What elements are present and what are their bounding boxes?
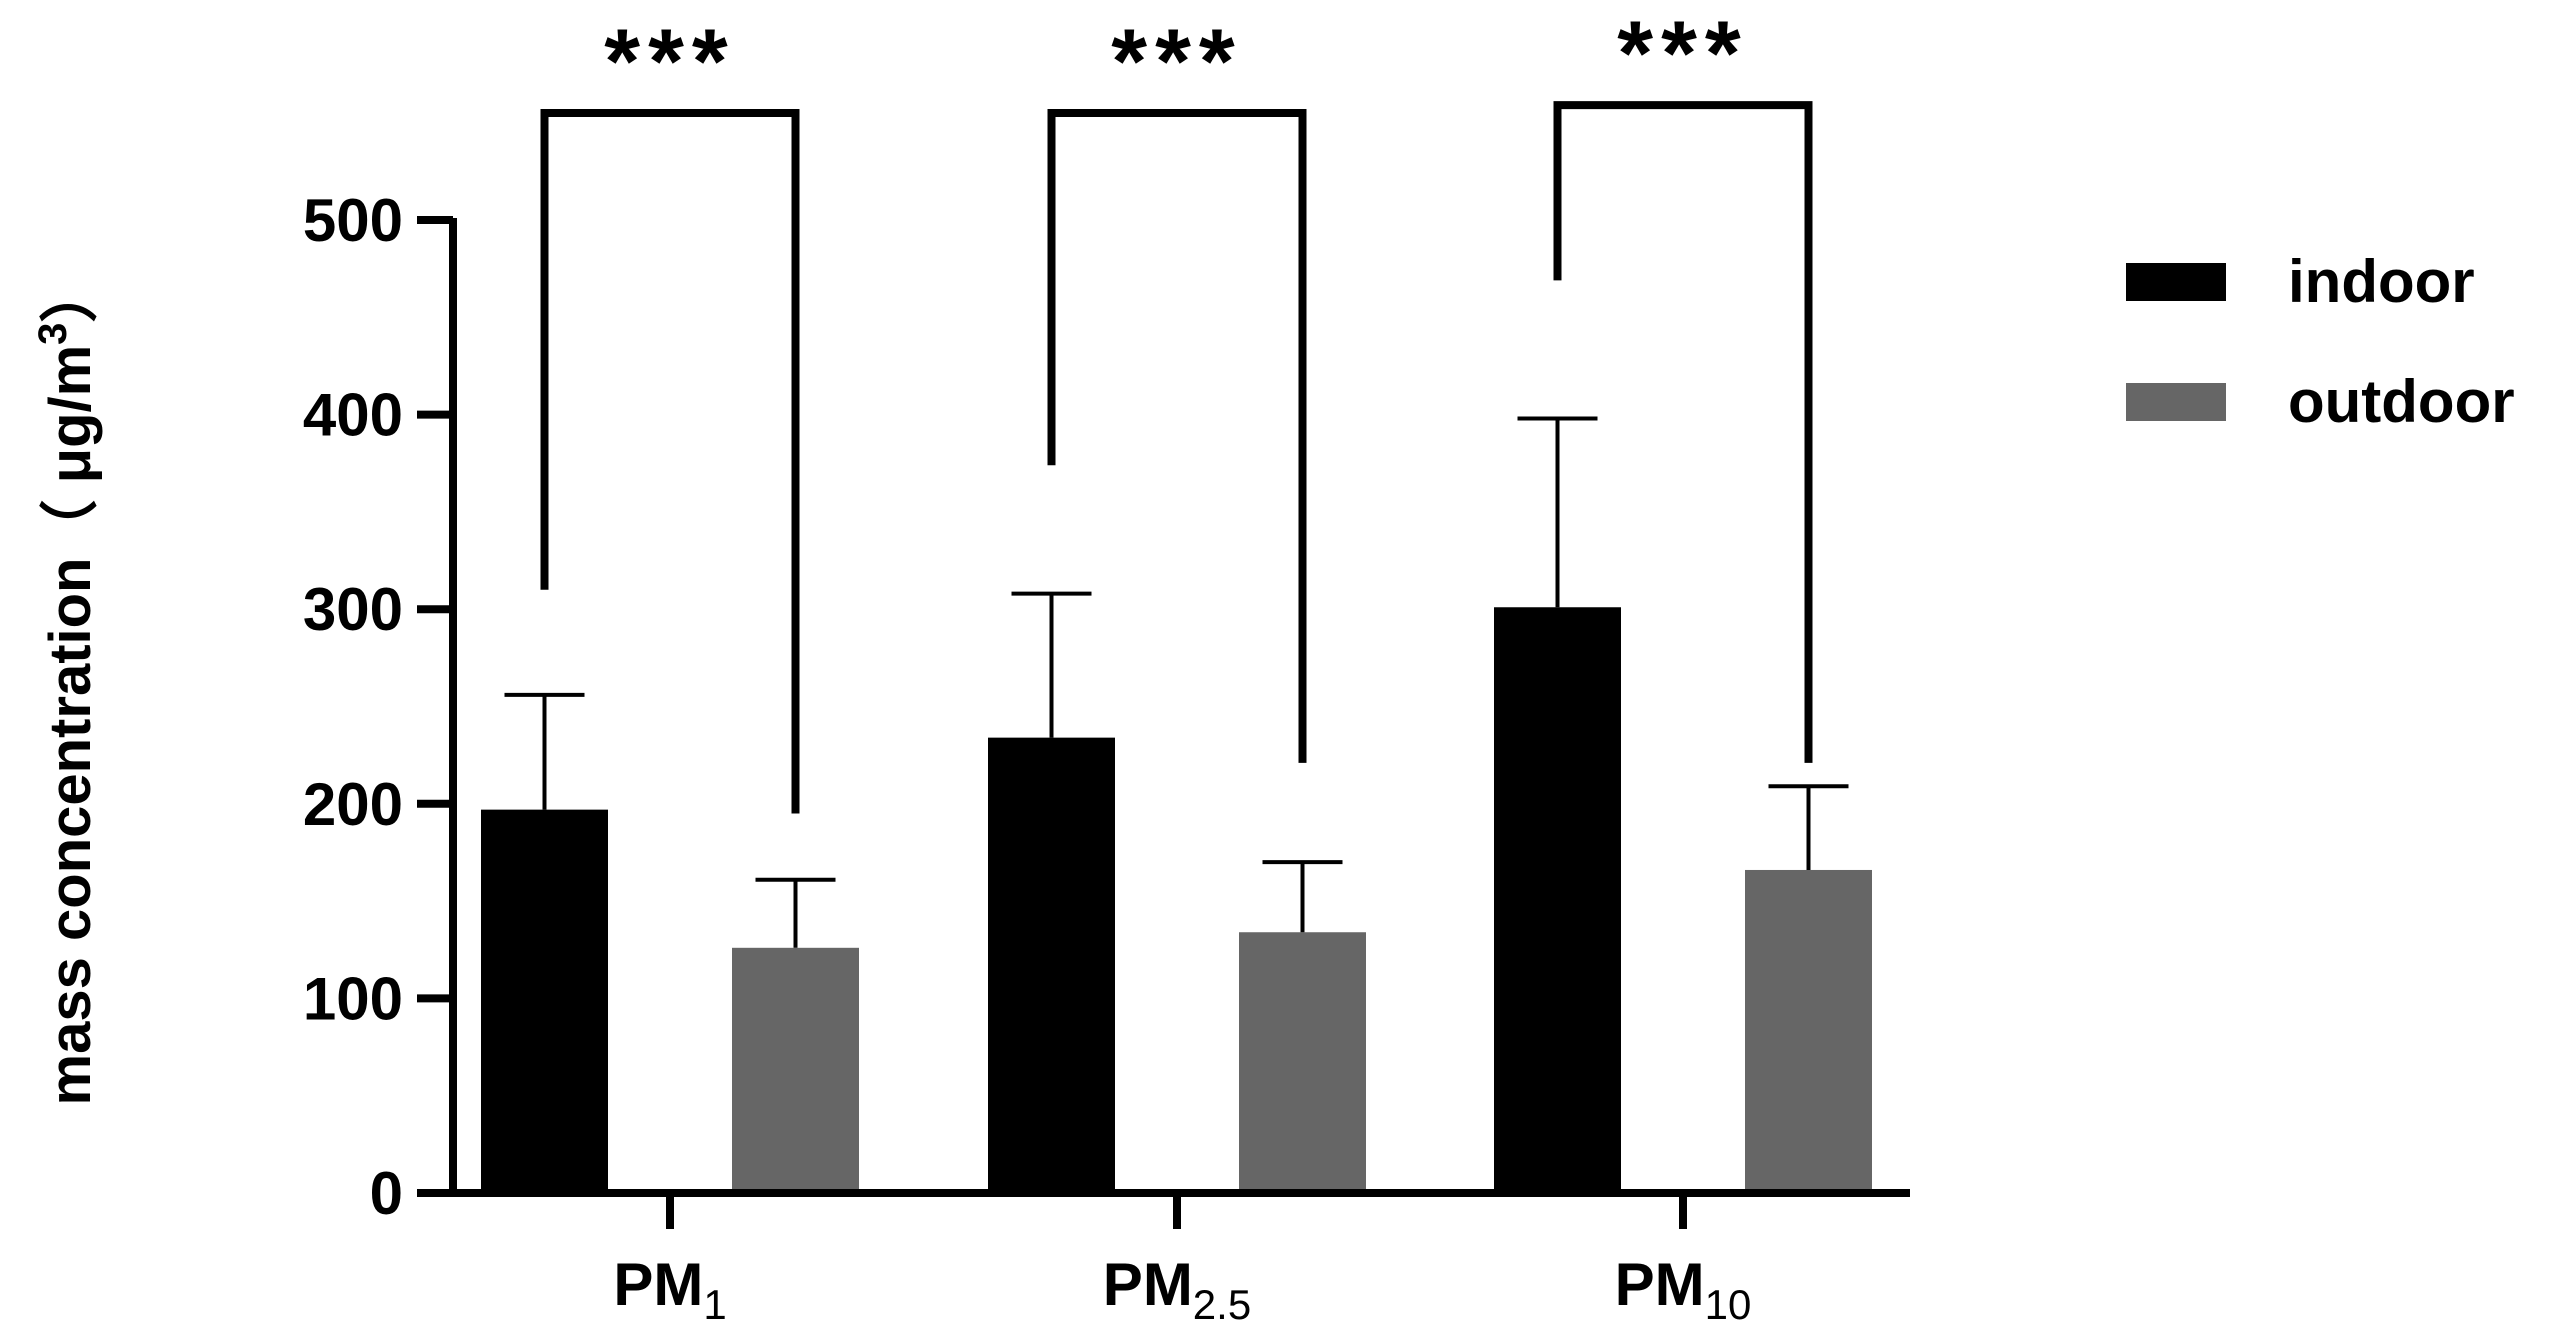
x-tick-label-1: PM2.5 [1103, 1251, 1251, 1328]
legend: indoor outdoor [2126, 248, 2515, 435]
error-bars-layer [504, 416, 1849, 948]
significance-label-2: *** [1617, 3, 1748, 105]
y-axis-label-text: mass concentration（ μg/m3） [31, 265, 103, 1106]
significance-layer: *** *** *** [540, 3, 1813, 814]
bar-indoor-2 [1494, 607, 1621, 1193]
x-tick-label-main-1: PM [1103, 1251, 1193, 1318]
y-tick-label-0: 0 [370, 1160, 403, 1227]
y-tick-label-1: 100 [303, 965, 403, 1032]
legend-swatch-outdoor [2126, 383, 2226, 421]
y-tick-label-3: 300 [303, 576, 403, 643]
y-axis-label: mass concentration（ μg/m3） [31, 265, 103, 1106]
bar-indoor-1 [988, 737, 1115, 1193]
bar-outdoor-0 [732, 947, 859, 1193]
legend-label-outdoor: outdoor [2288, 368, 2515, 435]
x-tick-label-main-0: PM [613, 1251, 703, 1318]
bar-outdoor-1 [1239, 932, 1366, 1193]
x-tick-label-main-2: PM [1615, 1251, 1705, 1318]
significance-label-0: *** [604, 11, 735, 113]
y-axis-label-close: ） [38, 265, 103, 323]
x-tick-label-sub-0: 1 [703, 1281, 726, 1328]
y-axis-label-superscript: 3 [31, 323, 75, 345]
y-tick-label-4: 400 [303, 382, 403, 449]
significance-bracket-2 [1553, 101, 1813, 763]
bars-layer [481, 607, 1872, 1193]
legend-label-indoor: indoor [2288, 248, 2475, 315]
x-tick-label-2: PM10 [1615, 1251, 1752, 1328]
bar-outdoor-2 [1745, 869, 1872, 1193]
significance-bracket-1 [1047, 108, 1307, 763]
y-axis-label-main: mass concentration（ μg/m [38, 345, 103, 1106]
x-tick-label-sub-1: 2.5 [1193, 1281, 1251, 1328]
y-tick-label-2: 200 [303, 771, 403, 838]
significance-label-1: *** [1111, 11, 1242, 113]
x-tick-label-sub-2: 10 [1705, 1281, 1752, 1328]
bar-indoor-0 [481, 809, 608, 1193]
x-tick-label-0: PM1 [613, 1251, 726, 1328]
legend-swatch-indoor [2126, 263, 2226, 301]
significance-bracket-0 [540, 108, 800, 814]
y-tick-label-5: 500 [303, 187, 403, 254]
